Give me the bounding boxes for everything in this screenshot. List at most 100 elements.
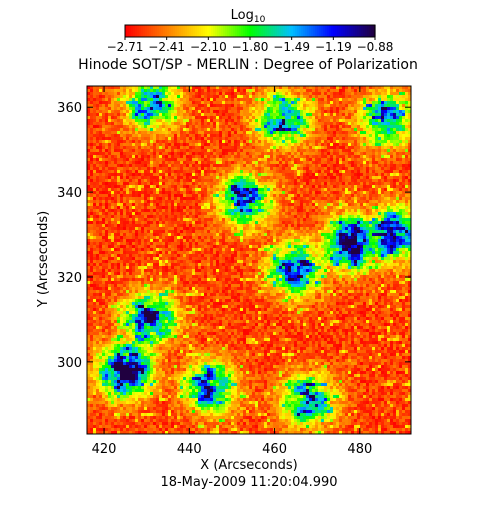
heatmap-cell — [195, 182, 199, 186]
heatmap-cell — [219, 95, 223, 99]
heatmap-cell — [168, 167, 172, 171]
heatmap-cell — [102, 155, 106, 159]
heatmap-cell — [210, 164, 214, 168]
heatmap-cell — [288, 182, 292, 186]
heatmap-cell — [258, 113, 262, 117]
heatmap-cell — [144, 191, 148, 195]
heatmap-cell — [267, 125, 271, 129]
heatmap-cell — [288, 110, 292, 114]
heatmap-cell — [363, 113, 367, 117]
heatmap-cell — [246, 194, 250, 198]
heatmap-cell — [192, 209, 196, 213]
heatmap-cell — [378, 86, 382, 90]
heatmap-cell — [87, 101, 91, 105]
heatmap-cell — [108, 191, 112, 195]
heatmap-cell — [351, 179, 355, 183]
heatmap-cell — [177, 161, 181, 165]
heatmap-cell — [126, 143, 130, 147]
heatmap-cell — [297, 170, 301, 174]
heatmap-cell — [216, 137, 220, 141]
heatmap-cell — [351, 191, 355, 195]
heatmap-cell — [198, 107, 202, 111]
heatmap-cell — [372, 215, 376, 219]
heatmap-cell — [315, 110, 319, 114]
heatmap-cell — [354, 209, 358, 213]
heatmap-cell — [189, 173, 193, 177]
heatmap-cell — [330, 119, 334, 123]
heatmap-cell — [129, 89, 133, 93]
heatmap-cell — [177, 104, 181, 108]
heatmap-cell — [318, 107, 322, 111]
heatmap-cell — [240, 194, 244, 198]
heatmap-cell — [222, 182, 226, 186]
heatmap-cell — [156, 176, 160, 180]
heatmap-cell — [114, 125, 118, 129]
heatmap-cell — [117, 158, 121, 162]
heatmap-cell — [123, 176, 127, 180]
heatmap-cell — [192, 92, 196, 96]
heatmap-cell — [339, 185, 343, 189]
heatmap-cell — [111, 206, 115, 210]
heatmap-cell — [138, 122, 142, 126]
heatmap-cell — [258, 107, 262, 111]
heatmap-cell — [237, 104, 241, 108]
heatmap-cell — [225, 215, 229, 219]
heatmap-cell — [138, 185, 142, 189]
heatmap-cell — [228, 86, 232, 90]
heatmap-cell — [294, 95, 298, 99]
heatmap-cell — [99, 167, 103, 171]
heatmap-cell — [354, 110, 358, 114]
heatmap-cell — [354, 197, 358, 201]
heatmap-cell — [252, 146, 256, 150]
heatmap-cell — [216, 194, 220, 198]
heatmap-cell — [189, 137, 193, 141]
heatmap-cell — [219, 176, 223, 180]
heatmap-cell — [315, 182, 319, 186]
heatmap-cell — [261, 110, 265, 114]
heatmap-cell — [264, 137, 268, 141]
heatmap-cell — [219, 140, 223, 144]
heatmap-cell — [237, 95, 241, 99]
heatmap-cell — [255, 209, 259, 213]
heatmap-cell — [180, 194, 184, 198]
heatmap-cell — [207, 86, 211, 90]
heatmap-cell — [258, 182, 262, 186]
heatmap-cell — [207, 104, 211, 108]
heatmap-cell — [195, 215, 199, 219]
heatmap-cell — [366, 155, 370, 159]
heatmap-cell — [336, 104, 340, 108]
heatmap-cell — [399, 176, 403, 180]
heatmap-cell — [354, 116, 358, 120]
heatmap-cell — [351, 161, 355, 165]
heatmap-cell — [216, 188, 220, 192]
heatmap-cell — [114, 116, 118, 120]
heatmap-cell — [357, 131, 361, 135]
heatmap-cell — [303, 122, 307, 126]
heatmap-cell — [141, 113, 145, 117]
heatmap-cell — [264, 146, 268, 150]
heatmap-cell — [312, 89, 316, 93]
heatmap-cell — [270, 179, 274, 183]
heatmap-cell — [267, 194, 271, 198]
heatmap-cell — [135, 101, 139, 105]
heatmap-cell — [270, 128, 274, 132]
heatmap-cell — [303, 155, 307, 159]
heatmap-cell — [96, 173, 100, 177]
heatmap-cell — [240, 140, 244, 144]
heatmap-cell — [198, 89, 202, 93]
heatmap-cell — [387, 206, 391, 210]
heatmap-cell — [195, 107, 199, 111]
heatmap-cell — [183, 188, 187, 192]
heatmap-cell — [264, 158, 268, 162]
heatmap-cell — [216, 173, 220, 177]
heatmap-cell — [222, 191, 226, 195]
heatmap-cell — [228, 155, 232, 159]
heatmap-cell — [264, 92, 268, 96]
heatmap-cell — [279, 176, 283, 180]
heatmap-cell — [333, 164, 337, 168]
heatmap-cell — [93, 119, 97, 123]
heatmap-cell — [402, 107, 406, 111]
heatmap-cell — [195, 116, 199, 120]
heatmap-cell — [159, 134, 163, 138]
heatmap-cell — [294, 89, 298, 93]
